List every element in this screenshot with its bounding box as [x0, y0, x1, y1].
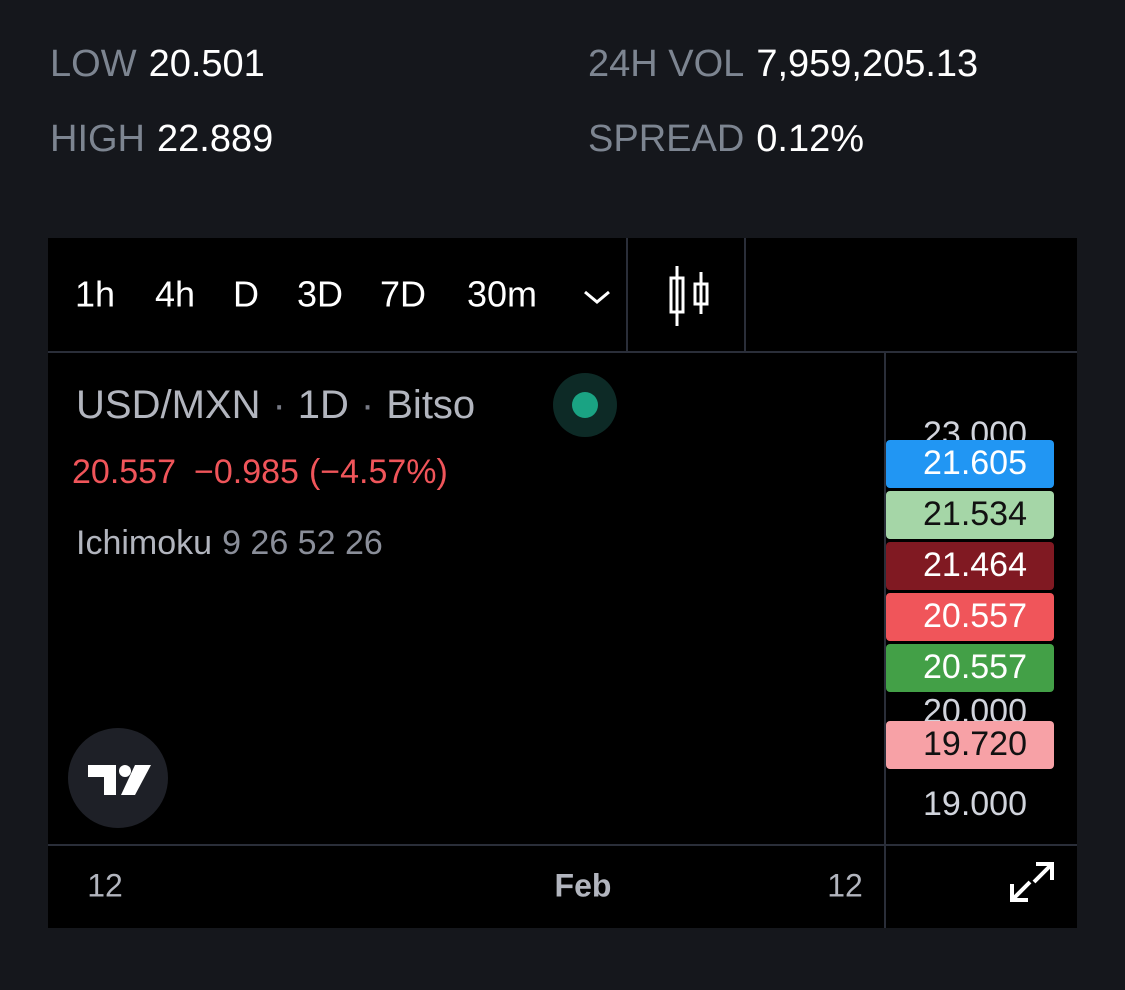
indicator-name: Ichimoku: [76, 524, 212, 562]
separator: ·: [272, 383, 285, 427]
interval-button[interactable]: 30m: [467, 274, 537, 315]
indicator: Ichimoku 9 26 52 26: [76, 524, 383, 562]
stats: LOW 20.501 HIGH 22.889 24H VOL 7,959,205.13…: [50, 43, 978, 160]
stat-value: 22.889: [157, 118, 273, 160]
y-tick-label: 19.000: [923, 785, 1027, 823]
stat: LOW 20.501: [50, 43, 265, 85]
legend-values: 20.557 −0.985 (−4.57%): [72, 453, 448, 491]
dropdown-chevron[interactable]: [584, 290, 610, 304]
x-tick-label: Feb: [555, 867, 612, 903]
interval-button[interactable]: 4h: [155, 274, 195, 315]
x-tick-label: 12: [87, 867, 123, 903]
stat: SPREAD 0.12%: [588, 118, 864, 160]
price-badge: [886, 440, 1054, 488]
indicator-params: 9 26 52 26: [222, 524, 383, 562]
interval: 1D: [298, 383, 349, 427]
price-badge-label: 19.720: [923, 725, 1027, 763]
change: −0.985: [194, 453, 299, 491]
stat-value: 7,959,205.13: [756, 43, 978, 85]
interval-button[interactable]: D: [233, 274, 259, 315]
price-badge-label: 20.557: [923, 597, 1027, 635]
separator: ·: [361, 383, 374, 427]
fullscreen-button[interactable]: [1010, 862, 1054, 902]
legend-title: USD/MXN · 1D · Bitso: [76, 383, 475, 427]
stat-label: LOW: [50, 43, 137, 85]
price-axis: 19.00020.00021.00022.00023.00021.60521.5…: [886, 415, 1054, 823]
price-badge-label: 21.534: [923, 495, 1027, 533]
stat-label: SPREAD: [588, 118, 744, 160]
last: 20.557: [72, 453, 176, 491]
price-badge-label: 20.557: [923, 648, 1027, 686]
stat-label: 24H VOL: [588, 43, 744, 85]
status-dot: [572, 392, 598, 418]
interval-button[interactable]: 3D: [297, 274, 343, 315]
stat: 24H VOL 7,959,205.13: [588, 43, 978, 85]
toolbar: 1h 4h D 3D 7D 30m: [75, 274, 537, 315]
interval-button[interactable]: 7D: [380, 274, 426, 315]
price-badge: [886, 542, 1054, 590]
candle-type-button[interactable]: [669, 266, 709, 326]
legend: USD/MXN · 1D · Bitso 20.557 −0.985 (−4.57%) Ic…: [72, 373, 617, 562]
price-badge-label: 21.605: [923, 444, 1027, 482]
tradingview-logo[interactable]: [68, 728, 168, 828]
price-badge: [886, 491, 1054, 539]
price-badge: [886, 644, 1054, 692]
stat-value: 0.12%: [756, 118, 864, 160]
price-badge: [886, 721, 1054, 769]
stat-value: 20.501: [149, 43, 265, 85]
stat-label: HIGH: [50, 118, 145, 160]
symbol: USD/MXN: [76, 383, 260, 427]
stat: HIGH 22.889: [50, 118, 273, 160]
interval-button[interactable]: 1h: [75, 274, 115, 315]
price-badge-label: 21.464: [923, 546, 1027, 584]
x-tick-label: 12: [827, 867, 863, 903]
change-percent: (−4.57%): [309, 453, 448, 491]
price-badge: [886, 593, 1054, 641]
exchange: Bitso: [386, 383, 475, 427]
